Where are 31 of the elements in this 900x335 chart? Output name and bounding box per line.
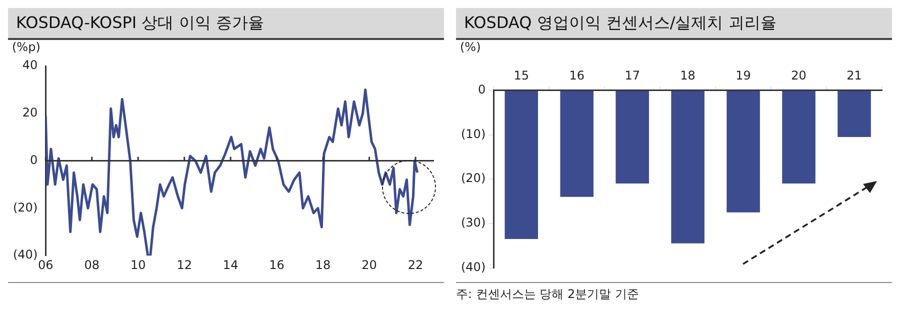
x-tick-label: 18 [680,68,696,82]
y-tick-label: 0 [30,152,38,167]
x-tick-label: 17 [624,68,640,82]
x-tick-label: 19 [736,68,751,82]
x-tick-label: 08 [84,258,100,272]
x-tick-label: 20 [791,68,806,82]
y-tick-label: 40 [22,58,38,72]
y-tick-label: (30) [460,216,486,230]
y-tick-label: 20 [22,106,38,120]
x-tick-label: 15 [514,68,530,82]
y-tick-label: (40) [12,248,38,262]
chart-title: KOSDAQ 영업이익 컨센서스/실제치 괴리율 [456,8,892,40]
x-tick-label: 14 [222,258,238,272]
x-tick-label: 18 [315,258,331,272]
y-tick-label: 0 [478,82,486,97]
x-tick-label: 12 [176,258,192,272]
y-axis-title: (%p) [12,40,40,54]
chart-title: KOSDAQ-KOSPI 상대 이익 증가율 [8,8,444,40]
x-tick-label: 16 [269,258,284,272]
x-tick-label: 16 [569,68,584,82]
y-tick-label: (20) [12,200,38,214]
x-tick-label: 22 [408,258,424,272]
x-tick-label: 10 [130,258,146,272]
y-tick-label: (40) [460,260,486,274]
x-tick-label: 06 [38,258,54,272]
text: 주: 컨센서스는 당해 2분기말 기준 [456,287,639,301]
y-axis-title: (%) [460,40,481,54]
y-tick-label: (20) [460,171,486,186]
y-tick-label: (10) [460,126,486,141]
x-tick-label: 21 [846,68,862,82]
x-tick-label: 20 [362,258,377,272]
